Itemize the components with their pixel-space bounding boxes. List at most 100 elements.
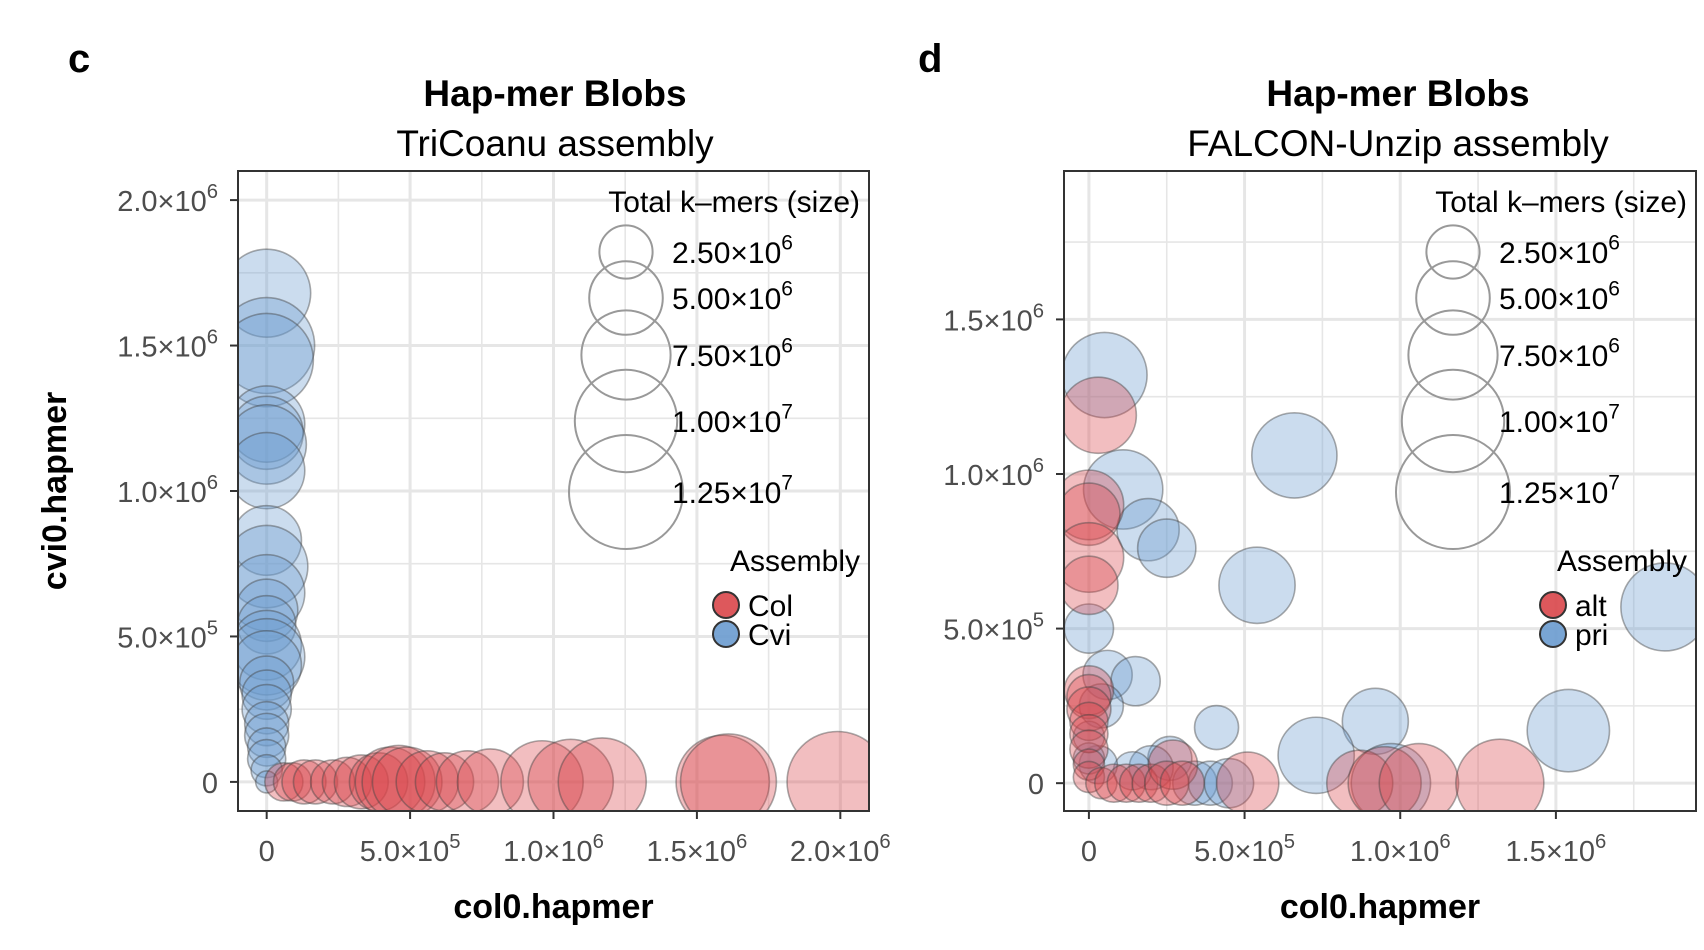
point-cvi (238, 404, 308, 485)
point-cvi (238, 395, 304, 471)
size-legend-circle (1425, 224, 1481, 280)
size-legend-circle (573, 368, 679, 474)
point-col (435, 750, 500, 811)
size-legend-circle (1395, 434, 1511, 550)
color-legend-swatch (1539, 620, 1567, 648)
point-alt (1118, 763, 1159, 804)
x-tick-label: 0 (259, 836, 275, 868)
y-axis-title: cvi0.hapmer (36, 392, 74, 590)
size-legend-label: 1.25×107 (672, 472, 793, 511)
point-pri (1116, 497, 1180, 562)
point-alt (1147, 739, 1199, 791)
point-pri (1110, 655, 1162, 707)
point-pri (1112, 750, 1153, 791)
points (1064, 331, 1696, 811)
plot-border (1063, 170, 1697, 812)
point-alt (1064, 469, 1125, 541)
point-col (348, 752, 409, 811)
point-col (292, 759, 339, 805)
x-axis-title: col0.hapmer (453, 888, 653, 926)
point-alt (1069, 701, 1109, 742)
grid (1064, 171, 1696, 811)
point-pri (1082, 448, 1164, 530)
x-tick-label: 5.0×105 (1194, 831, 1295, 868)
point-alt (1085, 766, 1118, 800)
y-tick-label: 0 (1028, 769, 1044, 801)
color-legend-label: pri (1575, 619, 1608, 652)
point-alt (1455, 738, 1545, 811)
chart-title: Hap-mer Blobs (1266, 73, 1529, 114)
point-col (361, 744, 436, 811)
x-tick-label: 1.5×106 (647, 831, 748, 868)
point-cvi (241, 669, 293, 721)
size-legend: Total k–mers (size) 2.50×106 5.00×106 7.50×… (1395, 186, 1687, 550)
point-col (527, 738, 615, 811)
x-tick-label: 0 (1081, 836, 1097, 868)
panel-letter: c (68, 37, 90, 81)
size-legend-circle (580, 309, 672, 401)
point-pri (1147, 735, 1193, 782)
plot-area (1064, 171, 1696, 811)
size-legend: Total k–mers (size) 2.50×106 5.00×106 7.50×… (568, 186, 860, 550)
size-legend-label: 7.50×106 (1499, 335, 1620, 374)
size-legend-label: 5.00×106 (1499, 278, 1620, 317)
point-cvi (238, 431, 306, 510)
size-legend-label: 1.25×107 (1499, 472, 1620, 511)
point-pri (1072, 742, 1106, 775)
point-alt (1064, 521, 1125, 594)
point-alt (1064, 555, 1119, 616)
point-alt (1106, 763, 1147, 804)
size-legend-label: 1.00×107 (1499, 401, 1620, 440)
point-alt (1072, 760, 1106, 794)
size-legend-circle (1407, 309, 1499, 401)
point-col (264, 762, 304, 802)
point-pri (1072, 720, 1106, 754)
point-pri (1082, 649, 1133, 701)
point-pri (1350, 742, 1432, 811)
point-col (414, 752, 475, 811)
chart-subtitle: FALCON-Unzip assembly (1187, 123, 1609, 164)
point-cvi (238, 312, 315, 408)
point-cvi (246, 738, 287, 779)
color-legend-label: alt (1575, 590, 1607, 623)
point-col (395, 750, 460, 811)
chart-subtitle: TriCoanu assembly (396, 123, 714, 164)
point-pri (1187, 760, 1234, 806)
point-pri (1277, 716, 1356, 795)
point-cvi (254, 770, 279, 794)
size-legend-title: Total k–mers (size) (608, 186, 860, 219)
x-tick-label: 5.0×105 (360, 831, 461, 868)
point-cvi (246, 727, 287, 767)
point-pri (1620, 562, 1696, 652)
point-col (456, 748, 525, 811)
point-alt (1131, 763, 1172, 804)
x-tick-label: 2.0×106 (790, 831, 891, 868)
point-pri (1136, 518, 1197, 579)
size-legend-label: 1.00×107 (672, 401, 793, 440)
size-legend-label: 2.50×106 (1499, 232, 1620, 271)
point-pri (1250, 412, 1338, 499)
point-pri (1064, 331, 1148, 419)
point-alt (1069, 729, 1109, 770)
point-col (557, 737, 648, 811)
color-legend-label: Col (748, 590, 793, 623)
point-alt (1064, 482, 1121, 547)
point-col (321, 756, 373, 808)
point-col (309, 759, 356, 805)
point-cvi (238, 609, 303, 681)
size-legend-circle (1400, 368, 1506, 474)
point-cvi (243, 712, 290, 759)
point-alt (1066, 673, 1112, 720)
point-col (272, 762, 313, 802)
x-axis-title: col0.hapmer (1280, 888, 1480, 926)
color-legend-title: Assembly (1557, 545, 1687, 578)
y-tick-label: 0 (202, 768, 218, 800)
point-cvi (238, 524, 309, 609)
point-cvi (238, 594, 297, 655)
point-alt (1069, 713, 1109, 754)
point-pri (1526, 688, 1611, 773)
grid (238, 171, 869, 811)
